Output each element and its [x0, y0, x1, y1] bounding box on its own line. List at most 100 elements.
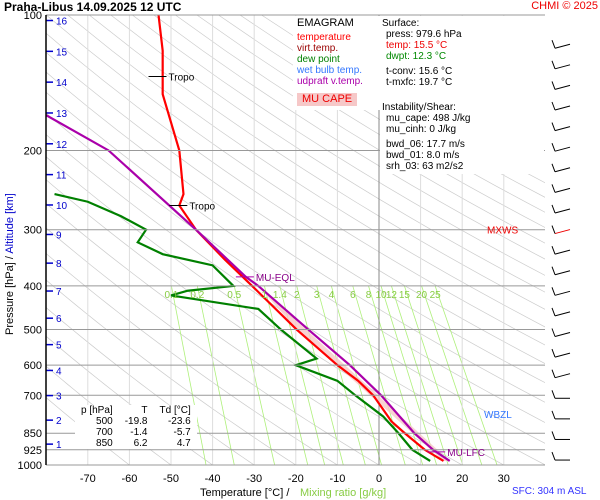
- t-mxfc: t-mxfc: 19.7 °C: [386, 77, 453, 88]
- mixing-ratio-label: 2: [294, 290, 300, 301]
- series-dew-point: [54, 193, 431, 462]
- km-label: 10: [56, 201, 68, 212]
- wind-barb: [554, 146, 571, 152]
- wind-barb: [554, 64, 571, 70]
- wind-barb-flag: [551, 451, 556, 461]
- legend-item: wet bulb temp.: [297, 65, 363, 76]
- annotation-mxws: MXWS: [487, 226, 518, 237]
- dry-adiabat: [196, 15, 545, 228]
- legend-title: EMAGRAM: [297, 17, 354, 29]
- wind-barb: [554, 249, 571, 255]
- p-tick-label: 500: [24, 325, 42, 337]
- x-tick-label: 0: [376, 473, 382, 485]
- x-tick-label: -60: [121, 473, 137, 485]
- mixing-ratio-line: [391, 285, 449, 465]
- wind-barb: [554, 105, 571, 111]
- surface-title: Surface:: [382, 18, 420, 29]
- p-tick-label: 600: [24, 360, 42, 372]
- x-tick-label: -50: [163, 473, 179, 485]
- x-tick-label: 20: [456, 473, 468, 485]
- wind-barb: [554, 373, 571, 379]
- annotation-mu-lfc: MU-LFC: [447, 448, 485, 459]
- wind-barb: [554, 290, 571, 296]
- table-header: p [hPa]: [81, 405, 113, 416]
- wind-barb-flag: [551, 287, 556, 296]
- wind-barb: [554, 126, 571, 132]
- mixing-ratio-label: 20: [416, 290, 428, 301]
- wind-barb: [554, 332, 571, 337]
- bwd-01: bwd_01: 8.0 m/s: [386, 150, 460, 161]
- km-label: 4: [56, 366, 62, 377]
- wind-barb-flag: [551, 431, 556, 440]
- wind-barb: [554, 229, 571, 235]
- wind-barb-flag: [551, 307, 556, 317]
- wind-barb-flag: [551, 266, 556, 275]
- p-tick-label: 700: [24, 390, 42, 402]
- wind-barb-flag: [551, 348, 556, 358]
- wind-barb-flag: [551, 204, 556, 214]
- mixing-ratio-line: [380, 285, 438, 465]
- mixing-ratio-line: [264, 285, 309, 465]
- srh-03: srh_03: 63 m2/s2: [386, 161, 464, 172]
- legend-item: virt.temp.: [297, 43, 339, 54]
- km-label: 2: [56, 416, 62, 427]
- x-tick-label: -70: [80, 473, 96, 485]
- wind-barb-flag: [551, 225, 556, 234]
- surface-temp: temp: 15.5 °C: [386, 40, 448, 51]
- mixing-ratio-label: 6: [350, 290, 356, 301]
- dry-adiabat: [175, 15, 545, 244]
- table-row: 850 6.2 4.7: [96, 438, 191, 449]
- km-label: 3: [56, 392, 62, 403]
- x-tick-label: 30: [498, 473, 510, 485]
- dry-adiabat: [46, 32, 545, 364]
- wind-barb: [554, 208, 571, 214]
- km-label: 11: [56, 171, 67, 182]
- mixing-ratio-label: 12: [386, 290, 398, 301]
- km-label: 12: [56, 140, 68, 151]
- wind-barb-flag: [551, 184, 556, 193]
- dry-adiabat: [132, 15, 545, 276]
- instability-title: Instability/Shear:: [382, 102, 456, 113]
- mixing-ratio-line: [296, 285, 344, 465]
- dry-adiabat: [89, 15, 545, 310]
- level-table: p [hPa] T Td [°C] 500 -19.8 -23.6 700 -1.4 -5.…: [75, 405, 197, 449]
- wind-barb: [554, 43, 571, 49]
- mu-cinh: mu_cinh: 0 J/kg: [386, 124, 457, 135]
- dry-adiabat: [67, 15, 545, 328]
- mixing-ratio-label: 4: [329, 290, 335, 301]
- mixing-ratio-line: [196, 285, 235, 465]
- mixing-ratio-label: 25: [430, 290, 442, 301]
- km-label: 16: [56, 17, 68, 28]
- legend-item: dew point: [297, 54, 340, 65]
- x-tick-label: -10: [329, 473, 345, 485]
- km-label: 7: [56, 287, 62, 298]
- dry-adiabat: [46, 15, 545, 346]
- dry-adiabat: [46, 279, 296, 465]
- dry-adiabat: [239, 15, 545, 198]
- x-tick-label: -20: [288, 473, 304, 485]
- mixing-ratio-label: 8: [366, 290, 372, 301]
- km-label: 13: [56, 109, 68, 120]
- wind-barb: [554, 270, 571, 276]
- mixing-ratio-label: 3: [314, 290, 320, 301]
- chart-title: Praha-Libus 14.09.2025 12 UTC: [4, 0, 182, 14]
- annotation-wbzl: WBZL: [484, 410, 512, 421]
- wind-barb-flag: [551, 245, 556, 255]
- mixing-ratio-line: [434, 285, 498, 465]
- surface-dwpt: dwpt: 12.3 °C: [386, 51, 447, 62]
- wind-barb: [554, 167, 571, 173]
- p-tick-label: 1000: [18, 460, 42, 472]
- y-axis-title: Pressure [hPa] / Altitude [km]: [4, 193, 16, 335]
- x-tick-label: -40: [205, 473, 221, 485]
- km-label: 15: [56, 47, 68, 58]
- table-header: Td [°C]: [159, 405, 191, 416]
- annotation-tropo: Tropo: [169, 73, 195, 84]
- p-tick-label: 400: [24, 281, 42, 293]
- mixing-ratio-line: [368, 285, 424, 465]
- dry-adiabat: [46, 71, 545, 403]
- mixing-ratio-line: [171, 285, 207, 465]
- y-axis-title-2: Altitude [km]: [4, 193, 16, 254]
- credit-link[interactable]: CHMI © 2025: [531, 0, 598, 12]
- mixing-ratio-line: [421, 285, 483, 465]
- x-tick-label: -30: [246, 473, 262, 485]
